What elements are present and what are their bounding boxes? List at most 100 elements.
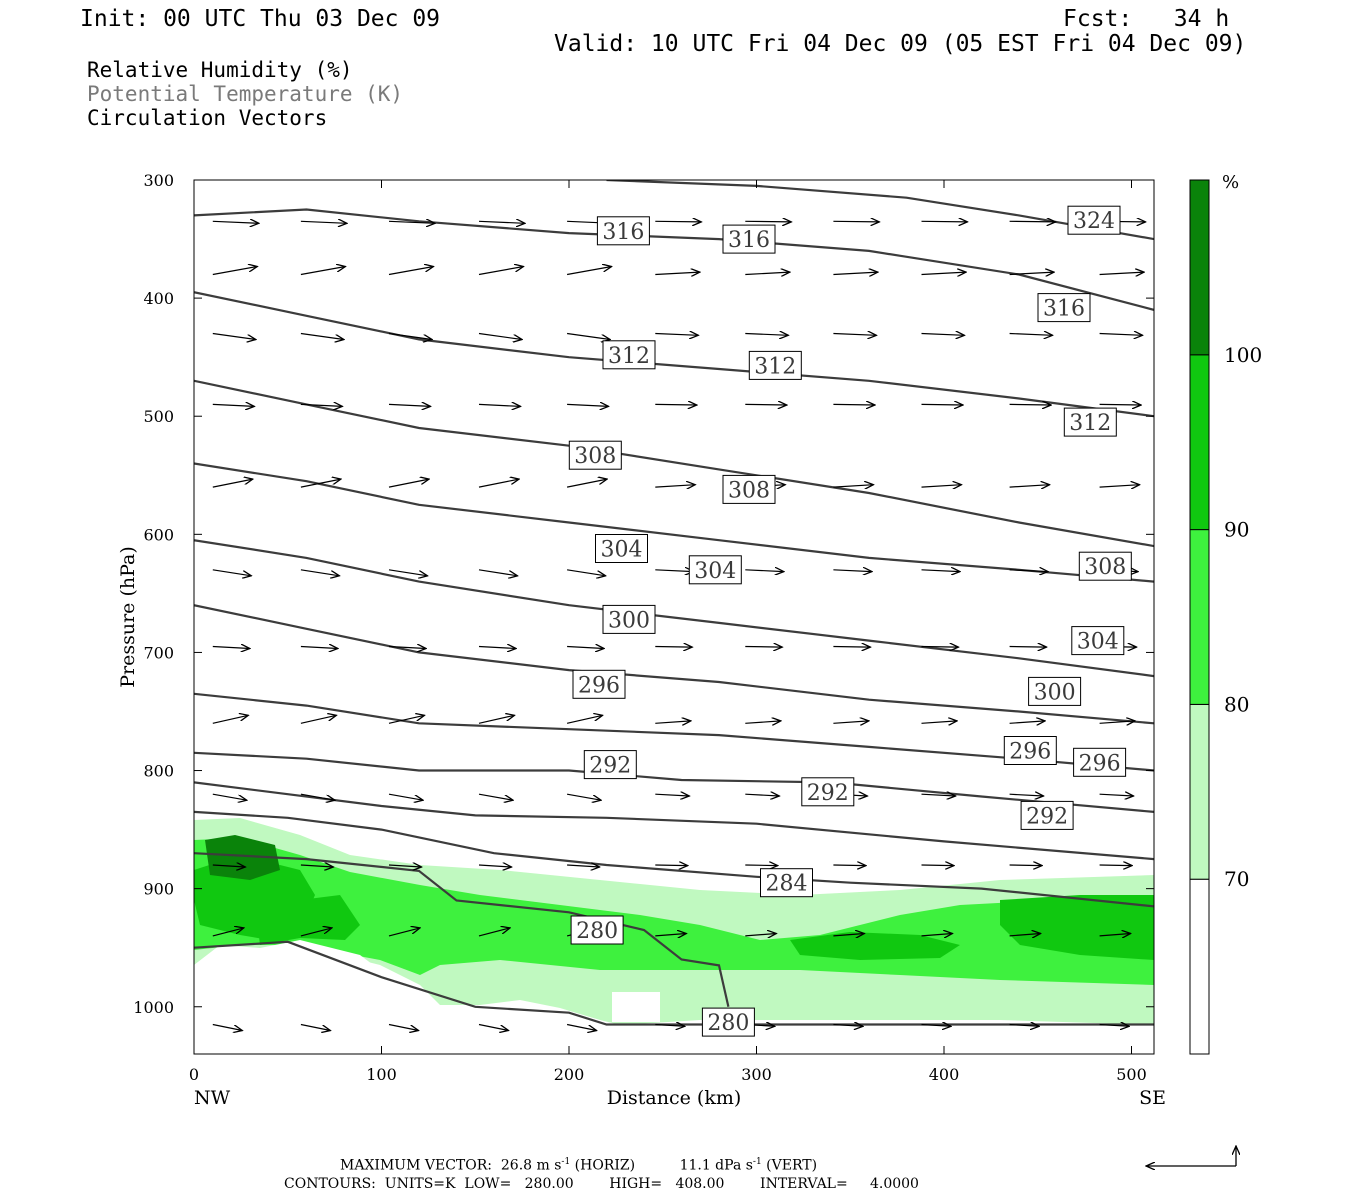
vector-0-5 xyxy=(655,221,701,222)
vector-2-3 xyxy=(478,332,522,340)
contour-label-text-22: 280 xyxy=(576,919,618,944)
x-tick-label-4: 400 xyxy=(929,1065,960,1084)
vector-6-2 xyxy=(388,647,426,649)
y-tick-label-7: 1000 xyxy=(133,998,174,1017)
rh-90-band-e xyxy=(790,932,960,960)
vector-0-9 xyxy=(1009,221,1056,222)
vector-9-9 xyxy=(1009,865,1043,866)
vector-10-6 xyxy=(745,934,776,936)
vector-2-1 xyxy=(300,332,344,340)
vector-1-9 xyxy=(1009,272,1055,274)
vector-9-3 xyxy=(478,865,512,867)
contour-label-text-12: 304 xyxy=(1077,630,1119,655)
vector-6-8 xyxy=(921,647,959,648)
vector-4-2 xyxy=(388,479,429,488)
vector-10-1 xyxy=(300,928,332,937)
vector-7-1 xyxy=(300,715,337,724)
theta-contour-1 xyxy=(194,852,730,1008)
vector-8-2 xyxy=(388,793,423,800)
vector-11-8 xyxy=(921,1025,952,1027)
vector-10-9 xyxy=(1009,934,1041,936)
vector-11-9 xyxy=(1009,1025,1040,1027)
forecast-hour: Fcst: 34 h xyxy=(1063,6,1230,32)
vector-9-6 xyxy=(745,865,778,866)
vector-3-2 xyxy=(388,404,431,406)
vector-7-2 xyxy=(388,715,425,724)
contour-label-4: 312 xyxy=(602,340,656,370)
vector-5-3 xyxy=(478,569,518,576)
contour-label-text-5: 312 xyxy=(754,354,796,379)
x-tick-label-1: 100 xyxy=(366,1065,397,1084)
contour-label-21: 284 xyxy=(760,868,813,898)
vector-4-0 xyxy=(212,479,253,488)
vector-3-0 xyxy=(212,404,255,406)
vector-5-0 xyxy=(212,569,252,576)
colorbar-segment-0 xyxy=(1189,878,1210,1055)
vector-1-6 xyxy=(745,272,790,274)
vector-8-6 xyxy=(745,794,779,796)
vector-5-5 xyxy=(655,570,694,572)
theta-contour-6 xyxy=(194,604,1154,725)
vector-11-5 xyxy=(655,1025,685,1027)
vector-10-5 xyxy=(655,934,686,936)
vector-3-10 xyxy=(1099,404,1142,405)
vector-0-1 xyxy=(300,221,347,223)
theta-contour-5 xyxy=(194,692,1154,772)
vector-4-9 xyxy=(1009,485,1050,487)
vector-3-4 xyxy=(567,404,609,406)
init-time: Init: 00 UTC Thu 03 Dec 09 xyxy=(80,6,441,32)
vector-7-3 xyxy=(478,715,515,724)
vector-8-5 xyxy=(655,794,689,796)
y-tick-label-0: 300 xyxy=(143,171,174,190)
contour-label-19: 292 xyxy=(801,777,855,807)
vector-9-0 xyxy=(212,865,246,867)
contour-label-3: 316 xyxy=(1037,293,1091,323)
contour-label-14: 300 xyxy=(1028,676,1082,706)
theta-contour-11 xyxy=(194,208,1154,311)
vector-6-6 xyxy=(745,647,782,648)
vector-4-5 xyxy=(655,485,695,487)
vector-6-5 xyxy=(655,647,692,648)
contour-label-7: 308 xyxy=(568,440,622,470)
title-rh: Relative Humidity (%) xyxy=(87,58,353,82)
vector-11-1 xyxy=(300,1023,331,1031)
contour-label-text-8: 308 xyxy=(728,478,770,503)
contour-label-2: 324 xyxy=(1067,205,1121,235)
vector-5-4 xyxy=(567,569,606,576)
vector-4-1 xyxy=(300,479,341,488)
vector-8-0 xyxy=(212,793,247,800)
colorbar-unit: % xyxy=(1222,172,1239,193)
circulation-vectors xyxy=(212,221,1146,1031)
vector-2-7 xyxy=(833,334,876,336)
contour-label-text-14: 300 xyxy=(1034,680,1076,705)
vector-1-0 xyxy=(212,267,257,276)
x-tick-label-0: 0 xyxy=(189,1065,199,1084)
theta-contour-10 xyxy=(194,291,1154,418)
rh-80-pocket xyxy=(612,992,660,1022)
vector-8-10 xyxy=(1099,794,1134,796)
vector-4-7 xyxy=(833,485,873,487)
contour-label-text-11: 304 xyxy=(694,559,736,584)
contour-label-15: 296 xyxy=(572,669,626,699)
vector-8-4 xyxy=(566,793,601,800)
vector-2-4 xyxy=(567,332,610,340)
contour-label-text-7: 308 xyxy=(574,444,616,469)
colorbar-level-0: 70 xyxy=(1224,867,1249,891)
vector-10-8 xyxy=(921,934,953,936)
vector-1-5 xyxy=(655,272,700,274)
vector-1-3 xyxy=(478,267,524,276)
vector-1-10 xyxy=(1099,272,1145,274)
theta-contour-7 xyxy=(194,539,1154,678)
contour-label-16: 296 xyxy=(1003,736,1057,765)
vector-0-0 xyxy=(212,221,259,223)
vector-10-3 xyxy=(478,928,510,937)
vector-2-2 xyxy=(388,332,432,340)
vector-7-10 xyxy=(1099,721,1136,723)
contour-label-text-13: 300 xyxy=(608,608,650,633)
contour-label-6: 312 xyxy=(1063,407,1117,437)
vector-11-4 xyxy=(566,1023,597,1031)
vector-8-1 xyxy=(300,793,335,800)
vector-3-7 xyxy=(833,404,875,405)
